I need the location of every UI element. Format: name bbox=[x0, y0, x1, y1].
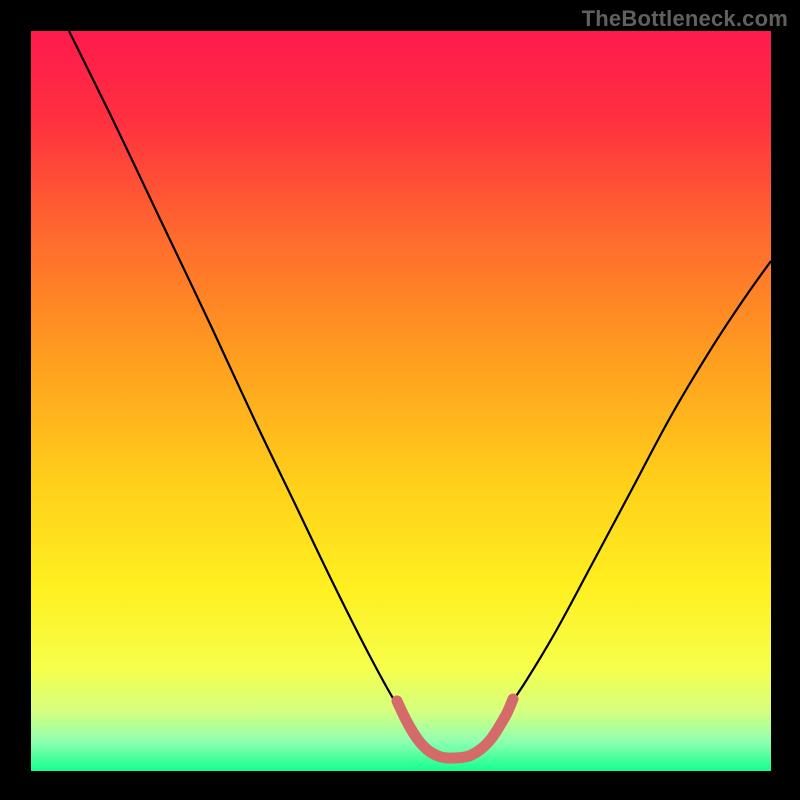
curves-layer bbox=[31, 31, 771, 771]
left-arm-path bbox=[69, 31, 403, 715]
valley-highlight-path bbox=[397, 699, 513, 758]
right-arm-path bbox=[503, 261, 771, 715]
plot-area bbox=[31, 31, 771, 771]
chart-frame: TheBottleneck.com bbox=[0, 0, 800, 800]
attribution-label: TheBottleneck.com bbox=[582, 6, 788, 32]
